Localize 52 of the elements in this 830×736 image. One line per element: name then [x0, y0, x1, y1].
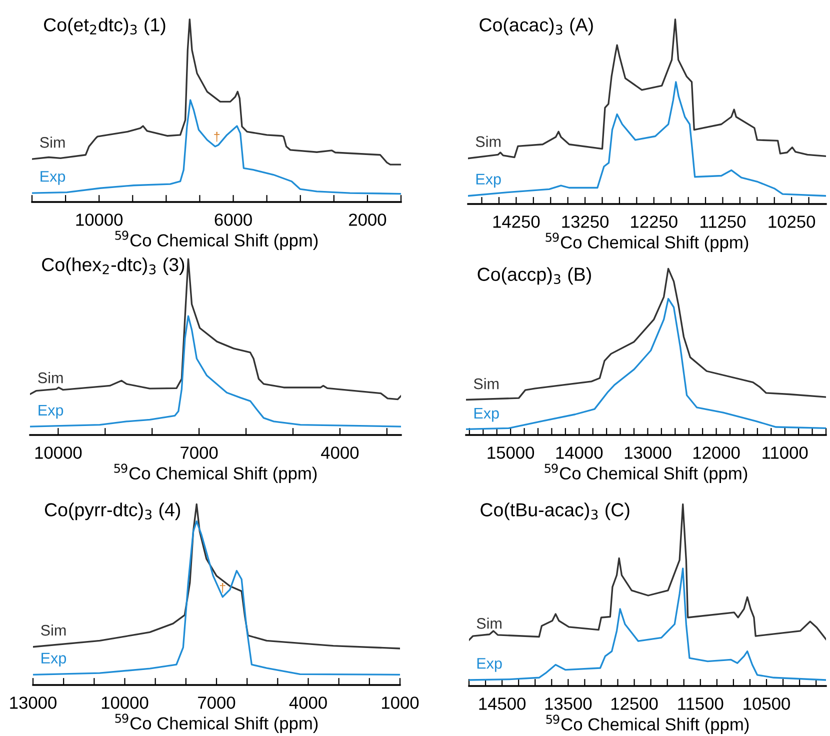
x-tick-label: 14500: [479, 698, 526, 710]
chart-title: Co(pyrr-dtc)$_{3}$ (4): [44, 502, 180, 520]
series-label: Exp: [477, 658, 502, 672]
x-tick-label: 11250: [700, 216, 746, 228]
series-label: Sim: [476, 136, 500, 148]
x-tick-label: 15000: [488, 446, 534, 459]
x-tick-label: 10000: [35, 446, 82, 459]
x-tick-label: 1000: [382, 696, 419, 709]
x-tick-label: 13250: [562, 216, 608, 228]
x-tick-label: 7000: [180, 446, 218, 459]
x-tick-label: 4000: [289, 696, 327, 709]
x-tick-label: 13500: [545, 698, 592, 710]
x-tick-label: 2000: [349, 214, 386, 226]
series-label: Sim: [474, 378, 499, 390]
x-tick-label: 12000: [693, 446, 740, 459]
x-tick-label: 6000: [214, 214, 252, 226]
x-tick-label: 11000: [762, 446, 808, 459]
x-tick-label: 11500: [678, 698, 724, 710]
chart-title: Co(et$_{2}$dtc)$_{3}$ (1): [44, 18, 166, 36]
x-tick-label: 14250: [493, 216, 540, 228]
series-label: Sim: [41, 624, 66, 636]
series-label: Exp: [40, 171, 66, 185]
x-tick-label: 12250: [631, 216, 678, 228]
x-tick-label: 10000: [76, 214, 123, 226]
x-axis-title: $^{59}$Co Chemical Shift (ppm): [544, 464, 748, 483]
x-tick-label: 13000: [624, 446, 672, 459]
x-axis-title: $^{59}$Co Chemical Shift (ppm): [114, 464, 317, 483]
x-axis-title: $^{59}$Co Chemical Shift (ppm): [546, 232, 748, 252]
series-label: Exp: [42, 652, 66, 667]
x-tick-label: 4000: [321, 446, 359, 459]
x-axis-title: $^{59}$Co Chemical Shift (ppm): [115, 230, 318, 250]
series-label: Sim: [476, 618, 502, 629]
x-tick-label: 12500: [611, 698, 658, 710]
series-label: Exp: [38, 404, 64, 419]
chart-title: Co(hex$_{2}$-dtc)$_{3}$ (3): [42, 257, 184, 275]
chart-title: Co(accp)$_{3}$ (B): [478, 267, 591, 285]
series-label: Sim: [38, 372, 63, 384]
x-tick-label: 14000: [556, 446, 603, 459]
x-tick-label: 10000: [102, 696, 148, 709]
chart-title: Co(acac)$_{3}$ (A): [480, 18, 593, 36]
series-label: Sim: [40, 136, 65, 148]
annotation: †: [220, 582, 226, 593]
series-label: Exp: [476, 174, 501, 188]
x-tick-label: 10500: [744, 698, 790, 710]
x-axis-title: $^{59}$Co Chemical Shift (ppm): [115, 714, 318, 733]
x-axis-title: $^{59}$Co Chemical Shift (ppm): [546, 714, 749, 734]
x-tick-label: 13000: [10, 696, 56, 709]
x-tick-label: 7000: [198, 696, 236, 709]
series-label: Exp: [474, 408, 499, 422]
x-tick-label: 10250: [768, 216, 816, 228]
chart-title: Co(tBu-acac)$_{3}$ (C): [480, 502, 630, 520]
annotation: †: [214, 132, 220, 142]
